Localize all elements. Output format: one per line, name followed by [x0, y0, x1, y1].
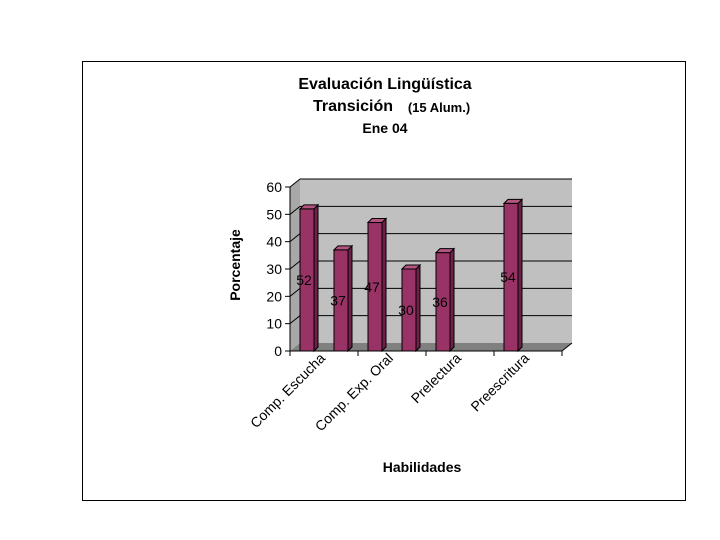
- chart-title-line-3: Ene 04: [362, 120, 407, 136]
- bar-top: [298, 204, 320, 210]
- bar-side: [313, 203, 319, 353]
- gridline-side: [289, 233, 301, 243]
- bar: [400, 263, 422, 353]
- bar: [332, 244, 354, 353]
- data-label: 47: [364, 279, 380, 295]
- y-axis-label: Porcentaje: [227, 229, 243, 301]
- axes: [285, 186, 573, 356]
- bar-top: [400, 264, 422, 270]
- bar-side: [347, 244, 353, 353]
- data-label: 37: [330, 292, 346, 308]
- chart-frame: Evaluación Lingüística Transición (15 Al…: [82, 61, 686, 501]
- data-labels: 52 37 47 30 36 54: [296, 269, 516, 318]
- floor-edge: [561, 342, 573, 352]
- bar-side: [415, 263, 421, 353]
- bar-side: [449, 247, 455, 353]
- bar: [434, 247, 456, 353]
- data-label: 30: [398, 302, 414, 318]
- bars: [298, 198, 524, 353]
- gridline-side: [289, 287, 301, 297]
- y-tick-label: 50: [266, 206, 282, 222]
- bar-side: [381, 217, 387, 353]
- x-tick-label: Prelectura: [408, 350, 465, 407]
- y-tick-labels: 0 10 20 30 40 50 60: [266, 179, 282, 359]
- chart-floor: [290, 343, 572, 351]
- bar-top: [332, 245, 354, 251]
- y-tick-label: 40: [266, 234, 282, 250]
- data-label: 36: [432, 294, 448, 310]
- x-tick-label: Preescritura: [467, 350, 532, 415]
- chart-title-line-1: Evaluación Lingüística: [298, 76, 471, 93]
- gridline-side: [289, 178, 301, 188]
- bar-top: [502, 198, 524, 204]
- bar-top: [366, 218, 388, 224]
- y-tick-label: 0: [274, 343, 282, 359]
- y-tick-label: 20: [266, 288, 282, 304]
- bar-chart: Evaluación Lingüística Transición (15 Al…: [227, 76, 573, 475]
- y-tick-label: 60: [266, 179, 282, 195]
- gridline-side: [289, 260, 301, 270]
- x-axis-label: Habilidades: [383, 459, 462, 475]
- bar-top: [434, 248, 456, 254]
- y-tick-label: 10: [266, 316, 282, 332]
- y-tick-label: 30: [266, 261, 282, 277]
- data-label: 54: [500, 269, 516, 285]
- bar: [366, 217, 388, 353]
- bar-side: [517, 198, 523, 353]
- chart-title-line-2: Transición: [313, 98, 393, 115]
- gridline-side: [289, 315, 301, 325]
- chart-title-line-2b: (15 Alum.): [408, 100, 470, 115]
- gridline-side: [289, 205, 301, 215]
- data-label: 52: [296, 272, 312, 288]
